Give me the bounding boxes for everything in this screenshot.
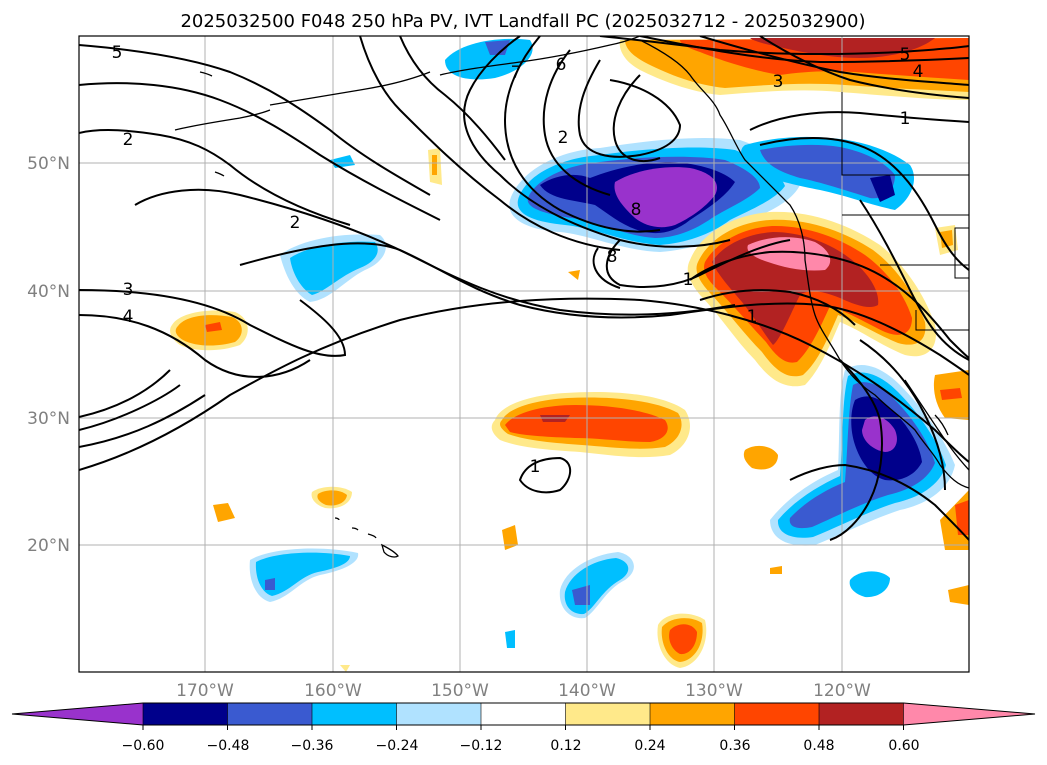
colorbar-tick-label: −0.36 xyxy=(291,738,334,754)
contour-label: 2 xyxy=(123,130,134,150)
colorbar-segment xyxy=(396,703,482,725)
lon-label-150w: 150°W xyxy=(431,681,489,701)
colorbar-extend-low xyxy=(12,703,143,725)
lon-label-170w: 170°W xyxy=(176,681,234,701)
colorbar-segment xyxy=(312,703,397,725)
contour-label: 1 xyxy=(747,307,758,327)
colorbar-tick-label: −0.48 xyxy=(207,738,250,754)
colorbar-segments xyxy=(12,703,1035,725)
map-frame xyxy=(78,35,970,673)
colorbar-segment xyxy=(481,703,566,725)
contour-label: 2 xyxy=(558,128,569,148)
lat-label-20n: 20°N xyxy=(27,536,70,556)
contour-labels: 5 7 6 2 2 3 4 2 1 1 1 5 4 3 1 8 8 xyxy=(112,43,924,477)
contour-label: 8 xyxy=(607,247,618,267)
contour-label: 4 xyxy=(913,62,924,82)
contour-label: 4 xyxy=(123,307,134,327)
colorbar-tick-label: 0.48 xyxy=(803,738,834,754)
colorbar-segment xyxy=(819,703,904,725)
colorbar: −0.60 −0.48 −0.36 −0.24 −0.12 0.12 0.24 … xyxy=(11,702,1036,754)
colorbar-segment xyxy=(650,703,735,725)
colorbar-segment xyxy=(143,703,228,725)
graticule xyxy=(79,36,969,672)
lat-label-40n: 40°N xyxy=(27,282,70,302)
contour-label: 1 xyxy=(900,109,911,129)
lon-label-140w: 140°W xyxy=(558,681,616,701)
contour-label: 1 xyxy=(530,457,541,477)
colorbar-tick-label: −0.12 xyxy=(460,738,503,754)
contour-label: 7 xyxy=(511,63,522,83)
colorbar-tick-label: 0.36 xyxy=(719,738,750,754)
contour-label: 3 xyxy=(123,280,134,300)
lon-label-120w: 120°W xyxy=(813,681,871,701)
contour-label: 2 xyxy=(290,213,301,233)
colorbar-tick-label: 0.60 xyxy=(888,738,919,754)
contour-label: 5 xyxy=(112,43,123,63)
contour-label: 3 xyxy=(773,72,784,92)
lat-label-30n: 30°N xyxy=(27,409,70,429)
map-title: 2025032500 F048 250 hPa PV, IVT Landfall… xyxy=(180,11,865,32)
latitude-labels: 50°N 40°N 30°N 20°N xyxy=(27,154,70,556)
contour-label: 8 xyxy=(631,200,642,220)
colorbar-segment xyxy=(565,703,651,725)
colorbar-tick-label: 0.24 xyxy=(634,738,665,754)
colorbar-ticks: −0.60 −0.48 −0.36 −0.24 −0.12 0.12 0.24 … xyxy=(122,703,920,754)
colorbar-segment xyxy=(227,703,313,725)
contour-label: 6 xyxy=(556,55,567,75)
longitude-labels: 170°W 160°W 150°W 140°W 130°W 120°W xyxy=(176,681,871,701)
map-area: 5 7 6 2 2 3 4 2 1 1 1 5 4 3 1 8 8 xyxy=(79,36,969,672)
pv-contours xyxy=(79,36,969,541)
colorbar-tick-label: −0.24 xyxy=(376,738,419,754)
colorbar-tick-label: −0.60 xyxy=(122,738,165,754)
contour-label: 1 xyxy=(683,270,694,290)
contour-label: 5 xyxy=(900,45,911,65)
lon-label-160w: 160°W xyxy=(304,681,362,701)
colorbar-segment xyxy=(734,703,820,725)
state-borders xyxy=(841,92,969,331)
coastlines xyxy=(174,36,969,558)
lat-label-50n: 50°N xyxy=(27,154,70,174)
colorbar-extend-high xyxy=(903,703,1035,725)
lon-label-130w: 130°W xyxy=(685,681,743,701)
colorbar-tick-label: 0.12 xyxy=(550,738,581,754)
